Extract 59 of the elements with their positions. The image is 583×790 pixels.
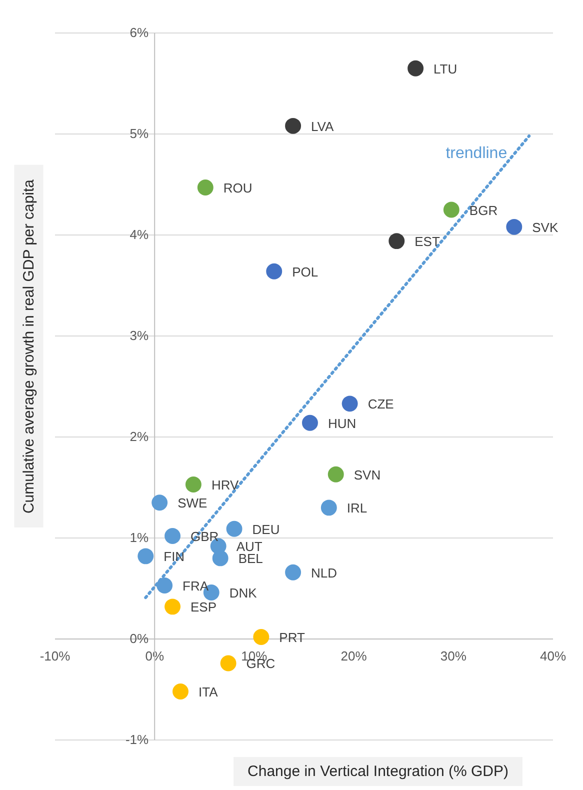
point <box>172 684 188 700</box>
point <box>156 578 173 594</box>
x-tick-label: 30% <box>440 648 467 664</box>
annotation: SWE <box>178 496 208 511</box>
annotation: CZE <box>368 396 394 412</box>
x-tick-label: 20% <box>340 648 368 664</box>
point <box>408 60 424 76</box>
annotation: DNK <box>229 586 258 601</box>
point <box>266 263 282 280</box>
annotation: SVK <box>532 220 558 235</box>
y-tick-label: 4% <box>130 227 150 242</box>
annotation: LTU <box>434 61 458 76</box>
point <box>388 233 405 250</box>
point <box>138 548 154 564</box>
point <box>226 520 242 537</box>
point <box>185 476 202 492</box>
point <box>506 218 522 235</box>
point <box>285 564 302 580</box>
annotation: FRA <box>182 578 209 594</box>
annotation: POL <box>292 264 318 280</box>
annotation: DEU <box>252 522 280 537</box>
point <box>320 500 337 516</box>
annotation: LVA <box>311 118 334 134</box>
point <box>302 414 318 431</box>
annotation: ITA <box>198 684 218 700</box>
point <box>342 396 358 412</box>
point <box>253 629 270 645</box>
point <box>152 494 168 511</box>
x-tick-label: 40% <box>540 648 566 664</box>
point <box>197 180 214 196</box>
annotation: BGR <box>469 202 498 218</box>
y-tick-label: 5% <box>130 126 150 142</box>
y-tick-label: 2% <box>130 429 150 444</box>
annotation: HUN <box>328 416 356 431</box>
point <box>164 598 181 615</box>
y-tick-label: -1% <box>125 732 150 748</box>
annotation: PRT <box>279 630 305 645</box>
point <box>212 550 228 566</box>
x-tick-label: 0% <box>145 648 164 664</box>
y-tick-label: 0% <box>130 631 150 646</box>
point <box>285 118 302 134</box>
annotation: SVN <box>354 467 381 482</box>
x-axis-title: Change in Vertical Integration (% GDP) <box>248 763 508 780</box>
point <box>220 655 236 672</box>
point <box>164 528 181 544</box>
y-tick-label: 6% <box>130 25 150 40</box>
annotation: EST <box>414 234 440 250</box>
annotation: IRL <box>346 500 368 516</box>
point <box>443 202 460 218</box>
point <box>328 466 344 482</box>
annotation: NLD <box>311 565 338 580</box>
x-tick-label: -10% <box>40 648 71 664</box>
y-tick-label: 1% <box>130 530 150 546</box>
annotation: ROU <box>223 180 252 196</box>
y-axis-title: Cumulative average growth in real GDP per capita <box>20 178 38 514</box>
annotation: HRV <box>211 477 239 492</box>
annotation: ESP <box>190 600 217 615</box>
y-tick-label: 3% <box>130 328 150 344</box>
series-label: trendline <box>446 145 508 162</box>
